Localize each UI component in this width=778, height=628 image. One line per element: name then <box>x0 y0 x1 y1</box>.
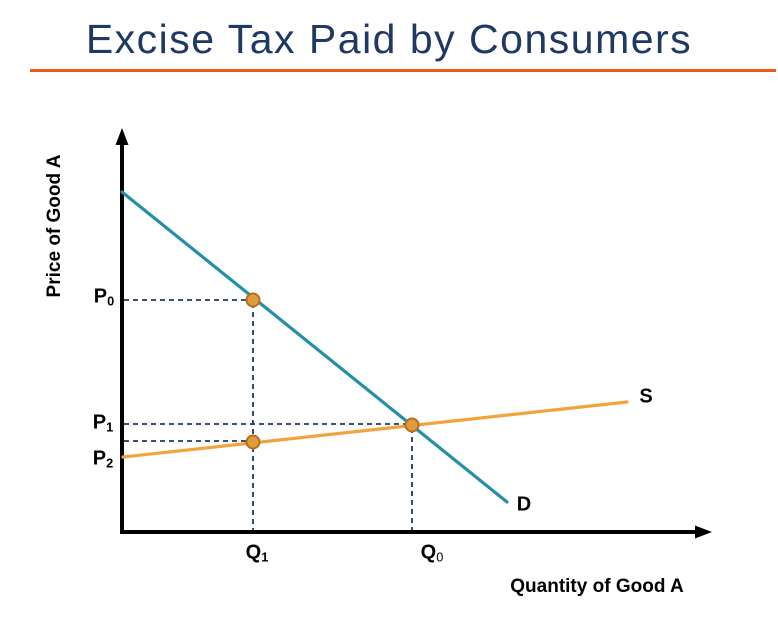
x-axis-arrowhead <box>695 525 712 539</box>
equilibrium-point <box>404 417 420 433</box>
slide-title: Excise Tax Paid by Consumers <box>85 16 693 62</box>
title-underline <box>30 69 776 72</box>
supply-curve <box>121 400 629 459</box>
demand-curve <box>120 190 509 504</box>
consumer-price-point <box>245 292 261 308</box>
y-axis-arrowhead <box>115 128 129 145</box>
producer-price-point <box>245 434 261 450</box>
